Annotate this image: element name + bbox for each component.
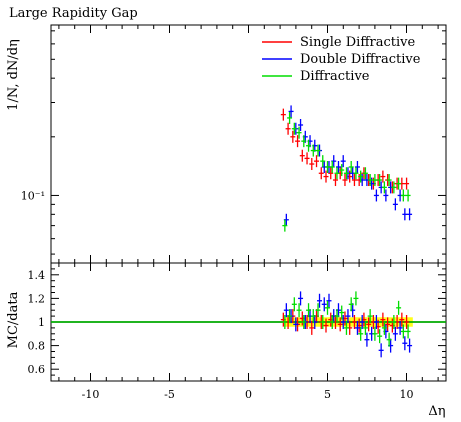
main-data-points (280, 105, 413, 232)
xlabel: Δη (428, 404, 445, 419)
ratio-ytick-label: 0.6 (28, 363, 46, 376)
ratio-xtick-label: -10 (82, 388, 100, 401)
ratio-ytick-label: 0.8 (28, 340, 46, 353)
main-ytick-label: 10⁻¹ (21, 189, 45, 202)
ratio-xtick-label: 0 (245, 388, 252, 401)
legend-label-single-diffractive: Single Diffractive (300, 35, 416, 50)
ratio-xtick-label: -5 (164, 388, 175, 401)
ratio-ytick-label: 1.4 (28, 269, 46, 282)
ratio-ytick-label: 1 (38, 316, 45, 329)
chart-title: Large Rapidity Gap (9, 6, 138, 21)
ratio-axis-ticks: -10 -5 0 5 10 0.6 0.8 1 1.2 1.4 (28, 263, 446, 401)
legend: Single Diffractive Double Diffractive Di… (262, 35, 421, 84)
legend-label-diffractive: Diffractive (300, 69, 370, 84)
ratio-ytick-label: 1.2 (28, 292, 46, 305)
main-y-axis-ticks: 10⁻¹ (21, 25, 446, 263)
ratio-xtick-label: 5 (324, 388, 331, 401)
legend-label-double-diffractive: Double Diffractive (300, 52, 421, 67)
ratio-xtick-label: 10 (400, 388, 414, 401)
ratio-data-points (280, 291, 413, 358)
ratio-ylabel: MC/data (6, 291, 21, 348)
main-ylabel: 1/N, dN/dη (6, 39, 21, 111)
